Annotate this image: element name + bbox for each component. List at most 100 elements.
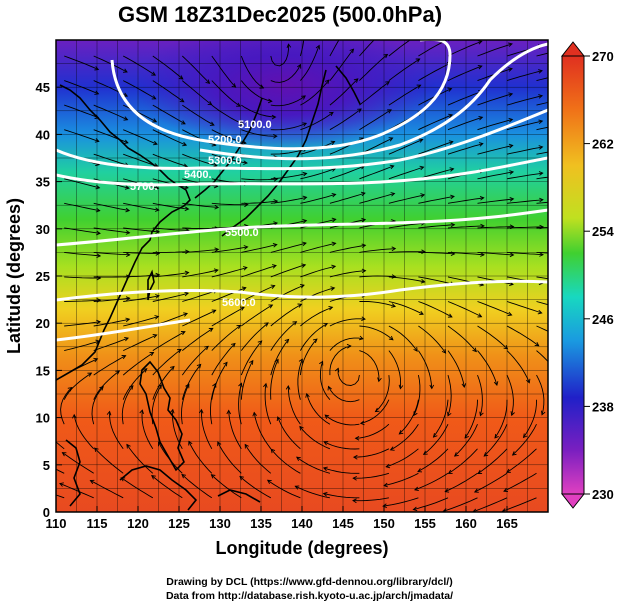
asia-coastline <box>56 84 191 381</box>
streamline <box>152 104 186 125</box>
contour-5400 <box>56 156 548 187</box>
indochina-coastline <box>65 439 81 507</box>
streamline <box>300 79 330 106</box>
streamline <box>413 375 421 416</box>
streamline <box>417 448 449 472</box>
streamline <box>270 448 301 474</box>
streamline-arrowhead <box>124 185 130 190</box>
streamline <box>64 299 101 302</box>
streamline-arrowhead <box>538 145 544 150</box>
streamline-arrowhead <box>413 486 419 492</box>
streamline-arrowhead <box>539 252 544 257</box>
streamline-arrowhead <box>358 335 364 341</box>
streamline <box>418 141 453 155</box>
streamline-arrowhead <box>212 382 217 388</box>
streamline-arrowhead <box>169 365 175 371</box>
streamline <box>270 64 301 83</box>
streamline <box>472 497 508 512</box>
streamline <box>240 340 263 376</box>
streamline-arrowhead <box>420 193 426 198</box>
streamline-arrowhead <box>387 109 392 114</box>
streamline-arrowhead <box>271 114 277 120</box>
streamline-arrowhead <box>448 113 453 119</box>
streamline-arrowhead <box>448 140 454 145</box>
x-tick-label: 150 <box>373 516 395 531</box>
streamline <box>93 153 129 167</box>
streamline-arrowhead <box>537 309 543 315</box>
streamline <box>123 316 159 327</box>
streamline <box>414 472 449 491</box>
streamline-arrowhead <box>123 139 129 144</box>
streamline <box>56 494 65 499</box>
streamline <box>126 444 154 474</box>
streamline-arrowhead <box>153 140 158 146</box>
streamline <box>388 222 425 229</box>
streamline <box>240 322 269 351</box>
streamline-arrowhead <box>94 66 100 71</box>
streamline <box>329 165 365 180</box>
streamline-arrowhead <box>155 294 160 299</box>
streamline-arrowhead <box>419 165 425 171</box>
streamline-arrowhead <box>507 311 513 317</box>
streamline-arrowhead <box>444 488 450 493</box>
streamline <box>211 129 247 144</box>
streamline-arrowhead <box>302 218 308 224</box>
streamline <box>418 195 455 204</box>
streamline-arrowhead <box>354 436 360 441</box>
streamline-arrowhead <box>447 87 453 92</box>
streamline-arrowhead <box>398 430 404 435</box>
streamline-arrowhead <box>263 382 268 388</box>
streamline <box>93 318 130 327</box>
streamline-arrowhead <box>267 98 273 104</box>
streamline <box>502 497 537 512</box>
streamline-arrowhead <box>494 433 499 439</box>
streamline-arrowhead <box>99 386 104 391</box>
streamline <box>94 447 124 474</box>
streamline <box>483 424 508 457</box>
streamline-arrowhead <box>347 22 351 26</box>
streamline-arrowhead <box>205 79 211 84</box>
geopotential-contours <box>56 40 548 342</box>
streamline-arrowhead <box>198 408 204 414</box>
streamline-arrowhead <box>151 475 156 480</box>
streamline-arrowhead <box>259 84 265 89</box>
streamline <box>506 226 544 229</box>
streamline-arrowhead <box>96 230 101 236</box>
lat-lon-grid <box>56 40 548 512</box>
streamline <box>329 78 359 106</box>
streamline <box>93 355 126 376</box>
streamline-arrowhead <box>241 286 247 291</box>
streamline-arrowhead <box>266 479 272 485</box>
streamline-arrowhead <box>213 268 219 273</box>
streamline <box>418 224 455 229</box>
streamline-arrowhead <box>415 58 421 63</box>
colorbar-tick-label: 230 <box>592 487 614 502</box>
streamline <box>506 301 542 314</box>
streamline <box>353 448 390 458</box>
streamline <box>324 414 360 426</box>
streamline <box>123 129 158 145</box>
contour-label: 5400. <box>184 169 212 181</box>
streamline <box>297 359 303 400</box>
streamline <box>64 129 99 142</box>
streamline-arrowhead <box>214 204 220 210</box>
streamline-arrowhead <box>419 310 424 316</box>
streamline <box>211 343 236 376</box>
streamline-arrowhead <box>301 95 306 100</box>
streamline <box>390 423 419 451</box>
streamline <box>319 361 331 400</box>
streamline-arrowhead <box>188 440 193 446</box>
colorbar-ticks: 270 262 254 246 238 230 <box>584 49 614 502</box>
streamline-arrowhead <box>389 446 395 451</box>
colorbar-tick-label: 254 <box>592 224 614 239</box>
streamline-arrowhead <box>125 207 131 213</box>
streamline-arrowhead <box>331 241 337 247</box>
streamline <box>152 80 185 103</box>
streamline-arrowhead <box>503 345 509 350</box>
streamline <box>152 55 184 80</box>
x-tick-label: 125 <box>168 516 190 531</box>
streamline <box>64 104 99 119</box>
streamline-arrowhead <box>226 409 231 415</box>
streamline-arrowhead <box>464 433 469 439</box>
contour-label: 5500.0 <box>225 227 259 239</box>
